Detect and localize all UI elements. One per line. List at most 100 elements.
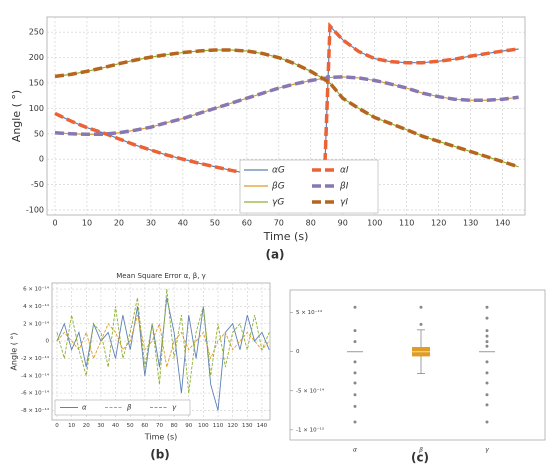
outlier xyxy=(353,360,357,364)
series-line xyxy=(56,297,270,411)
y-tick-label: -50 xyxy=(31,180,44,189)
x-tick-label: 30 xyxy=(146,219,156,228)
legend-label: γ xyxy=(172,404,177,412)
outlier xyxy=(419,322,423,326)
outlier xyxy=(485,305,489,309)
x-tick-label: 140 xyxy=(257,423,268,429)
outlier xyxy=(485,334,489,338)
x-tick-label: 130 xyxy=(242,423,253,429)
plot-frame xyxy=(289,289,546,441)
outlier xyxy=(485,329,489,333)
outlier xyxy=(353,404,357,408)
y-tick-label: 100 xyxy=(29,104,44,113)
y-axis-label: Angle ( °) xyxy=(10,332,19,370)
x-tick-label: 90 xyxy=(338,219,348,228)
x-tick-label: 100 xyxy=(198,423,209,429)
x-tick-label: 20 xyxy=(83,423,90,429)
y-tick-label: -5 × 10⁻¹⁴ xyxy=(296,387,325,394)
y-tick-label: 200 xyxy=(29,53,44,62)
legend-label: βG xyxy=(271,182,285,192)
y-tick-label: 0 xyxy=(296,349,300,355)
x-tick-label: 140 xyxy=(495,219,510,228)
x-tick-label: 40 xyxy=(178,219,188,228)
series-line xyxy=(54,75,519,137)
x-axis-label: Time (s) xyxy=(144,433,178,442)
y-tick-label: 0 xyxy=(39,155,44,164)
y-tick-label: 0 xyxy=(46,339,50,345)
y-tick-label: -6 × 10⁻¹⁴ xyxy=(21,390,50,397)
plot-frame xyxy=(51,282,271,421)
y-tick-label: 4 × 10⁻¹⁴ xyxy=(23,303,50,310)
outlier xyxy=(485,381,489,385)
plot-frame xyxy=(46,16,526,216)
x-tick-label: 50 xyxy=(127,423,134,429)
y-tick-label: 150 xyxy=(29,79,44,88)
x-tick-label: 50 xyxy=(210,219,220,228)
series-line xyxy=(56,289,270,394)
outlier xyxy=(485,420,489,424)
outlier xyxy=(485,316,489,320)
legend-label: β xyxy=(127,404,132,412)
y-tick-label: 5 × 10⁻¹⁴ xyxy=(296,309,323,316)
series-line xyxy=(54,48,520,169)
x-tick-label: 70 xyxy=(274,219,284,228)
outlier xyxy=(353,305,357,309)
x-tick-label: 0 xyxy=(52,219,57,228)
y-tick-label: -1 × 10⁻¹³ xyxy=(296,426,324,433)
x-tick-label: 80 xyxy=(306,219,316,228)
outlier xyxy=(485,344,489,348)
legend-label: αI xyxy=(340,166,349,176)
x-tick-label: 130 xyxy=(463,219,478,228)
legend-box xyxy=(54,399,191,416)
x-tick-label: α xyxy=(353,447,357,454)
y-axis-label: Angle ( °) xyxy=(10,90,23,142)
caption: (c) xyxy=(411,451,429,465)
legend-label: βI xyxy=(339,182,349,192)
x-tick-label: 90 xyxy=(185,423,192,429)
outlier xyxy=(353,381,357,385)
x-tick-label: 20 xyxy=(114,219,124,228)
y-tick-label: -100 xyxy=(26,205,44,214)
outlier xyxy=(353,371,357,375)
y-tick-label: 250 xyxy=(29,28,44,37)
outlier xyxy=(419,305,423,309)
caption: (a) xyxy=(265,248,284,262)
x-tick-label: 110 xyxy=(213,423,224,429)
x-tick-label: 30 xyxy=(97,423,104,429)
x-tick-label: 10 xyxy=(82,219,92,228)
outlier xyxy=(485,403,489,407)
y-tick-label: -4 × 10⁻¹⁴ xyxy=(21,372,50,379)
x-tick-label: 80 xyxy=(171,423,178,429)
outlier xyxy=(485,371,489,375)
x-tick-label: 40 xyxy=(112,423,119,429)
y-tick-label: 6 × 10⁻¹⁴ xyxy=(23,286,50,293)
y-tick-label: -2 × 10⁻¹⁴ xyxy=(21,355,50,362)
x-tick-label: 70 xyxy=(156,423,163,429)
outlier xyxy=(485,340,489,344)
x-tick-label: β xyxy=(419,447,423,454)
y-tick-label: 50 xyxy=(34,129,44,138)
x-tick-label: 10 xyxy=(68,423,75,429)
x-tick-label: 110 xyxy=(399,219,414,228)
x-tick-label: 0 xyxy=(55,423,59,429)
x-axis-label: Time (s) xyxy=(263,230,309,243)
x-tick-label: 100 xyxy=(367,219,382,228)
legend-label: γG xyxy=(272,198,284,208)
x-tick-label: 120 xyxy=(431,219,446,228)
caption: (b) xyxy=(150,448,170,462)
x-tick-label: 60 xyxy=(242,219,252,228)
outlier xyxy=(353,340,357,344)
y-tick-label: -8 × 10⁻¹⁴ xyxy=(21,407,50,414)
outlier xyxy=(485,393,489,397)
x-tick-label: 120 xyxy=(227,423,238,429)
y-tick-label: 2 × 10⁻¹⁴ xyxy=(23,320,50,327)
x-tick-label: γ xyxy=(485,447,489,454)
legend-label: αG xyxy=(272,166,285,176)
outlier xyxy=(353,420,357,424)
outlier xyxy=(353,393,357,397)
outlier xyxy=(353,329,357,333)
legend-label: γI xyxy=(340,198,348,208)
x-tick-label: 60 xyxy=(141,423,148,429)
